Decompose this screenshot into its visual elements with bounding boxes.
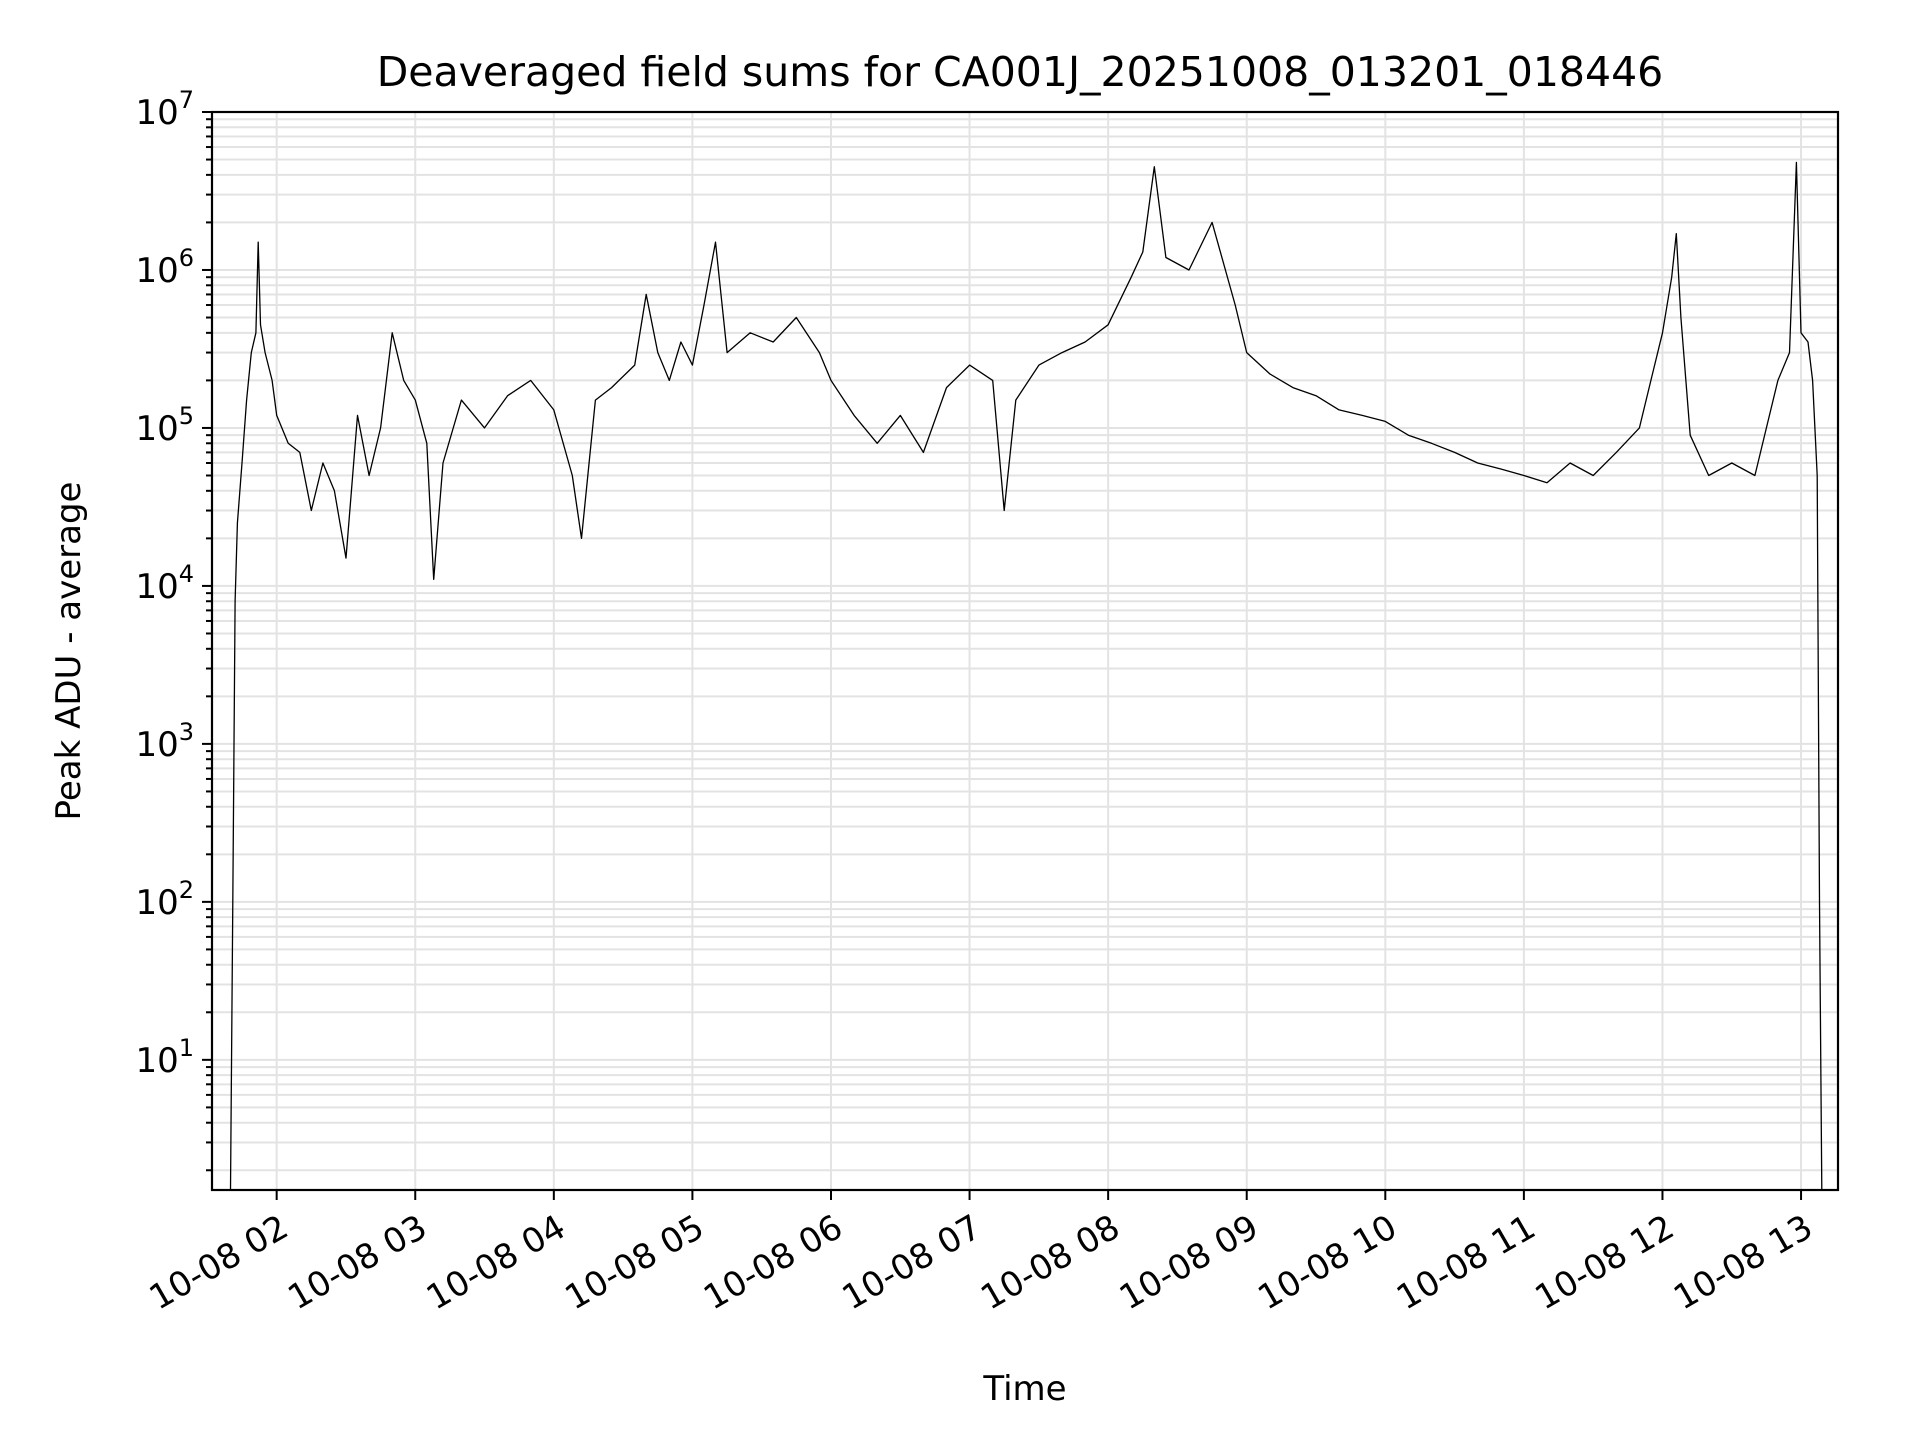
x-tick-label: 10-08 09: [1113, 1207, 1265, 1318]
y-tick-label: 106: [135, 244, 194, 291]
x-tick-label: 10-08 05: [559, 1207, 711, 1318]
y-tick-label: 104: [135, 560, 194, 607]
x-tick-label: 10-08 13: [1667, 1207, 1819, 1318]
y-tick-label: 103: [135, 718, 194, 765]
x-tick-label: 10-08 04: [420, 1207, 572, 1318]
x-tick-label: 10-08 02: [143, 1207, 295, 1318]
x-tick-label: 10-08 06: [697, 1207, 849, 1318]
y-tick-label: 105: [135, 402, 194, 449]
grid: [212, 112, 1838, 1190]
x-tick-label: 10-08 12: [1529, 1207, 1681, 1318]
x-tick-label: 10-08 07: [836, 1207, 988, 1318]
x-tick-label: 10-08 11: [1390, 1207, 1542, 1318]
y-axis-label: Peak ADU - average: [49, 482, 89, 821]
x-tick-label: 10-08 08: [974, 1207, 1126, 1318]
plot-frame: [210, 110, 1840, 1192]
y-tick-label: 101: [135, 1034, 194, 1081]
y-tick-label: 102: [135, 876, 194, 923]
y-tick-label: 107: [135, 86, 194, 133]
chart-title: Deaveraged field sums for CA001J_2025100…: [377, 48, 1664, 96]
x-tick-label: 10-08 03: [281, 1207, 433, 1318]
x-axis-label: Time: [982, 1369, 1066, 1409]
x-tick-label: 10-08 10: [1251, 1207, 1403, 1318]
series-line: [229, 161, 1823, 1191]
